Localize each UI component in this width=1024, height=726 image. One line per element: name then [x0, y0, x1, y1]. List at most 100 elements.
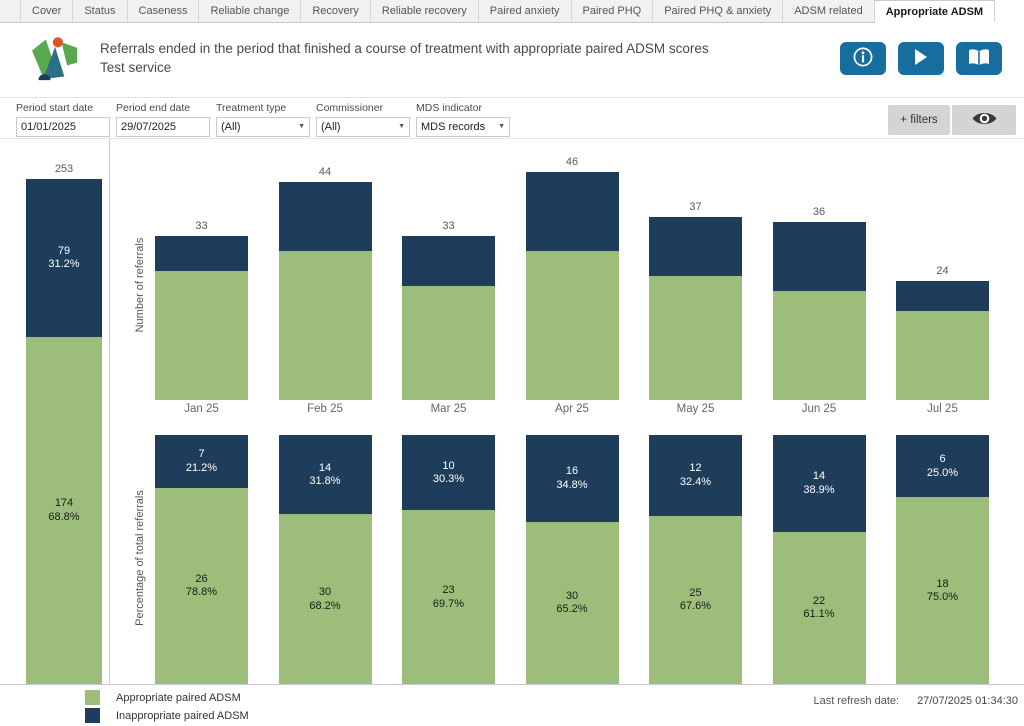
filter-period-end-date-label: Period end date	[116, 102, 191, 114]
filter-mds-indicator: MDS indicator MDS records ▼	[416, 102, 510, 137]
bar-segment-inappropriate[interactable]	[772, 221, 866, 291]
info-button[interactable]	[840, 42, 886, 75]
bar-total-label: 33	[442, 220, 455, 233]
show-hide-button[interactable]	[952, 105, 1016, 135]
tab-bar: Cover Status Caseness Reliable change Recove…	[0, 0, 1024, 23]
bar-total-label: 24	[936, 265, 949, 278]
tab-cover[interactable]: Cover	[20, 0, 74, 22]
bar-segment-inappropriate[interactable]	[525, 435, 619, 522]
tab-paired-phq-and-anxiety[interactable]: Paired PHQ & anxiety	[653, 0, 784, 22]
pct-bar-jul-25[interactable]: 6 25.0% 18 75.0%	[896, 435, 989, 684]
count-bar-mar-25[interactable]	[402, 236, 495, 400]
count-bar-jul-25[interactable]	[896, 281, 989, 400]
bar-segment-appropriate[interactable]	[278, 251, 372, 400]
bar-segment-appropriate[interactable]	[402, 510, 495, 684]
tab-recovery[interactable]: Recovery	[301, 0, 371, 22]
pct-bar-jan-25[interactable]: 7 21.2% 26 78.8%	[155, 435, 248, 684]
add-filters-button[interactable]: + filters	[888, 105, 950, 135]
charts-right: Number of referrals Percentage of total …	[110, 139, 1024, 684]
pct-bar-jun-25[interactable]: 14 38.9% 22 61.1%	[772, 435, 866, 684]
book-icon	[967, 48, 991, 70]
bar-segment-appropriate[interactable]	[896, 310, 989, 400]
pct-bar-apr-25[interactable]: 16 34.8% 30 65.2%	[525, 435, 619, 684]
filter-treatment-type-value: (All)	[221, 121, 241, 133]
bar-total-label: 33	[195, 220, 208, 233]
chevron-down-icon: ▼	[298, 123, 305, 130]
bar-segment-inappropriate[interactable]	[278, 435, 372, 515]
tab-paired-anxiety[interactable]: Paired anxiety	[479, 0, 572, 22]
bar-segment-appropriate[interactable]	[772, 290, 866, 400]
count-bar-may-25[interactable]	[649, 216, 742, 400]
filter-treatment-type-dropdown[interactable]: (All) ▼	[216, 117, 310, 137]
bar-segment-appropriate[interactable]	[649, 515, 742, 684]
bar-segment-appropriate[interactable]	[649, 276, 742, 400]
legend-item-appropriate-paired-adsm[interactable]: Appropriate paired ADSM	[85, 690, 249, 705]
overall-panel: 253 79 31.2% 174 68.8%	[0, 139, 110, 684]
filter-mds-indicator-value: MDS records	[421, 121, 486, 133]
bar-segment-inappropriate[interactable]	[649, 435, 742, 516]
count-bar-apr-25[interactable]	[525, 172, 619, 400]
filter-mds-indicator-label: MDS indicator	[416, 102, 482, 114]
bar-segment-inappropriate[interactable]	[896, 435, 989, 498]
bar-total-label: 37	[689, 200, 702, 213]
bar-segment-inappropriate[interactable]	[896, 281, 989, 311]
overall-bar[interactable]: 79 31.2% 174 68.8%	[26, 179, 102, 684]
footer: Appropriate paired ADSM Inappropriate pai…	[0, 685, 1024, 726]
tab-caseness[interactable]: Caseness	[128, 0, 200, 22]
header: Referrals ended in the period that finis…	[0, 23, 1024, 97]
pct-bar-may-25[interactable]: 12 32.4% 25 67.6%	[649, 435, 742, 684]
tab-status[interactable]: Status	[73, 0, 128, 22]
refresh-value: 27/07/2025 01:34:30	[917, 695, 1018, 707]
bar-segment-inappropriate[interactable]	[155, 435, 248, 488]
bar-segment-appropriate[interactable]	[525, 251, 619, 400]
legend-label: Appropriate paired ADSM	[116, 691, 241, 704]
bar-segment-inappropriate[interactable]	[649, 216, 742, 277]
tab-adsm-related[interactable]: ADSM related	[783, 0, 875, 22]
count-bar-jun-25[interactable]	[772, 221, 866, 400]
filter-period-end-date-input[interactable]	[116, 117, 210, 137]
filter-commissioner: Commissioner (All) ▼	[316, 102, 410, 137]
bar-segment-inappropriate[interactable]	[772, 435, 866, 532]
eye-icon	[971, 110, 998, 130]
legend-label: Inappropriate paired ADSM	[116, 709, 249, 722]
bar-segment-inappropriate[interactable]	[26, 179, 102, 337]
filter-period-start-date-label: Period start date	[16, 102, 94, 114]
filter-period-end-date: Period end date	[116, 102, 210, 137]
bar-segment-inappropriate[interactable]	[278, 181, 372, 252]
refresh-info: Last refresh date: 27/07/2025 01:34:30	[813, 695, 1018, 707]
count-bar-feb-25[interactable]	[278, 181, 372, 400]
bar-segment-appropriate[interactable]	[155, 487, 248, 684]
bar-segment-appropriate[interactable]	[278, 514, 372, 684]
play-icon	[914, 49, 928, 68]
bar-segment-appropriate[interactable]	[772, 531, 866, 684]
bar-segment-appropriate[interactable]	[525, 521, 619, 684]
month-label-jan-25: Jan 25	[184, 403, 219, 415]
filter-mds-indicator-dropdown[interactable]: MDS records ▼	[416, 117, 510, 137]
count-bar-jan-25[interactable]	[155, 236, 248, 400]
guide-button[interactable]	[956, 42, 1002, 75]
tab-reliable-change[interactable]: Reliable change	[199, 0, 302, 22]
filter-period-start-date-input[interactable]	[16, 117, 110, 137]
pct-bar-mar-25[interactable]: 10 30.3% 23 69.7%	[402, 435, 495, 684]
bar-segment-inappropriate[interactable]	[525, 172, 619, 252]
bar-segment-inappropriate[interactable]	[155, 236, 248, 272]
tab-reliable-recovery[interactable]: Reliable recovery	[371, 0, 479, 22]
info-icon	[852, 46, 874, 71]
tab-appropriate-adsm[interactable]: Appropriate ADSM	[874, 0, 996, 23]
filter-commissioner-dropdown[interactable]: (All) ▼	[316, 117, 410, 137]
bar-segment-inappropriate[interactable]	[402, 236, 495, 286]
filter-period-start-date: Period start date	[16, 102, 110, 137]
chevron-down-icon: ▼	[498, 123, 505, 130]
chevron-down-icon: ▼	[398, 123, 405, 130]
play-button[interactable]	[898, 42, 944, 75]
bar-segment-appropriate[interactable]	[402, 285, 495, 400]
tab-paired-phq[interactable]: Paired PHQ	[572, 0, 654, 22]
legend-item-inappropriate-paired-adsm[interactable]: Inappropriate paired ADSM	[85, 708, 249, 723]
bar-segment-appropriate[interactable]	[26, 336, 102, 684]
bar-total-label: 46	[565, 156, 579, 168]
pct-bar-feb-25[interactable]: 14 31.8% 30 68.2%	[278, 435, 372, 684]
bar-segment-appropriate[interactable]	[896, 497, 989, 684]
title-block: Referrals ended in the period that finis…	[100, 39, 709, 77]
bar-segment-appropriate[interactable]	[155, 271, 248, 400]
bar-segment-inappropriate[interactable]	[402, 435, 495, 511]
